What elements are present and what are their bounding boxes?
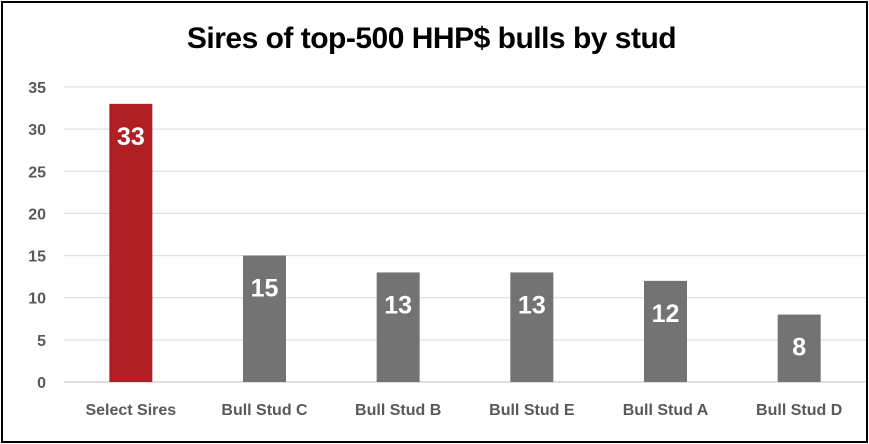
bars: 33 15 13 13 12 8 <box>109 103 821 382</box>
gridlines <box>64 86 866 383</box>
y-tick-label: 15 <box>28 249 46 266</box>
data-label: 13 <box>384 291 412 319</box>
data-label: 8 <box>792 334 806 362</box>
x-category-label: Bull Stud D <box>756 402 842 419</box>
data-label: 33 <box>117 123 145 151</box>
bar <box>243 255 286 382</box>
data-label: 12 <box>652 300 680 328</box>
x-axis-labels: Select Sires Bull Stud C Bull Stud B Bull S… <box>85 402 842 419</box>
y-axis-ticks: 0 5 10 15 20 25 30 35 <box>28 80 46 392</box>
y-tick-label: 35 <box>28 80 46 97</box>
x-category-label: Select Sires <box>85 402 176 419</box>
y-tick-label: 5 <box>37 333 46 350</box>
data-label: 13 <box>518 291 546 319</box>
y-tick-label: 25 <box>28 164 46 181</box>
bar <box>376 272 420 382</box>
bar <box>510 272 554 382</box>
data-label: 15 <box>251 275 279 303</box>
x-category-label: Bull Stud A <box>623 402 709 419</box>
x-category-label: Bull Stud E <box>489 402 575 419</box>
y-tick-label: 20 <box>28 206 46 223</box>
x-category-label: Bull Stud C <box>221 402 308 419</box>
x-category-label: Bull Stud B <box>355 402 441 419</box>
bar <box>109 103 153 382</box>
y-tick-label: 30 <box>28 122 46 139</box>
bar <box>644 280 687 382</box>
chart-title: Sires of top-500 HHP$ bulls by stud <box>186 22 677 55</box>
y-tick-label: 10 <box>28 291 46 308</box>
bar <box>777 314 821 382</box>
y-tick-label: 0 <box>37 375 46 392</box>
